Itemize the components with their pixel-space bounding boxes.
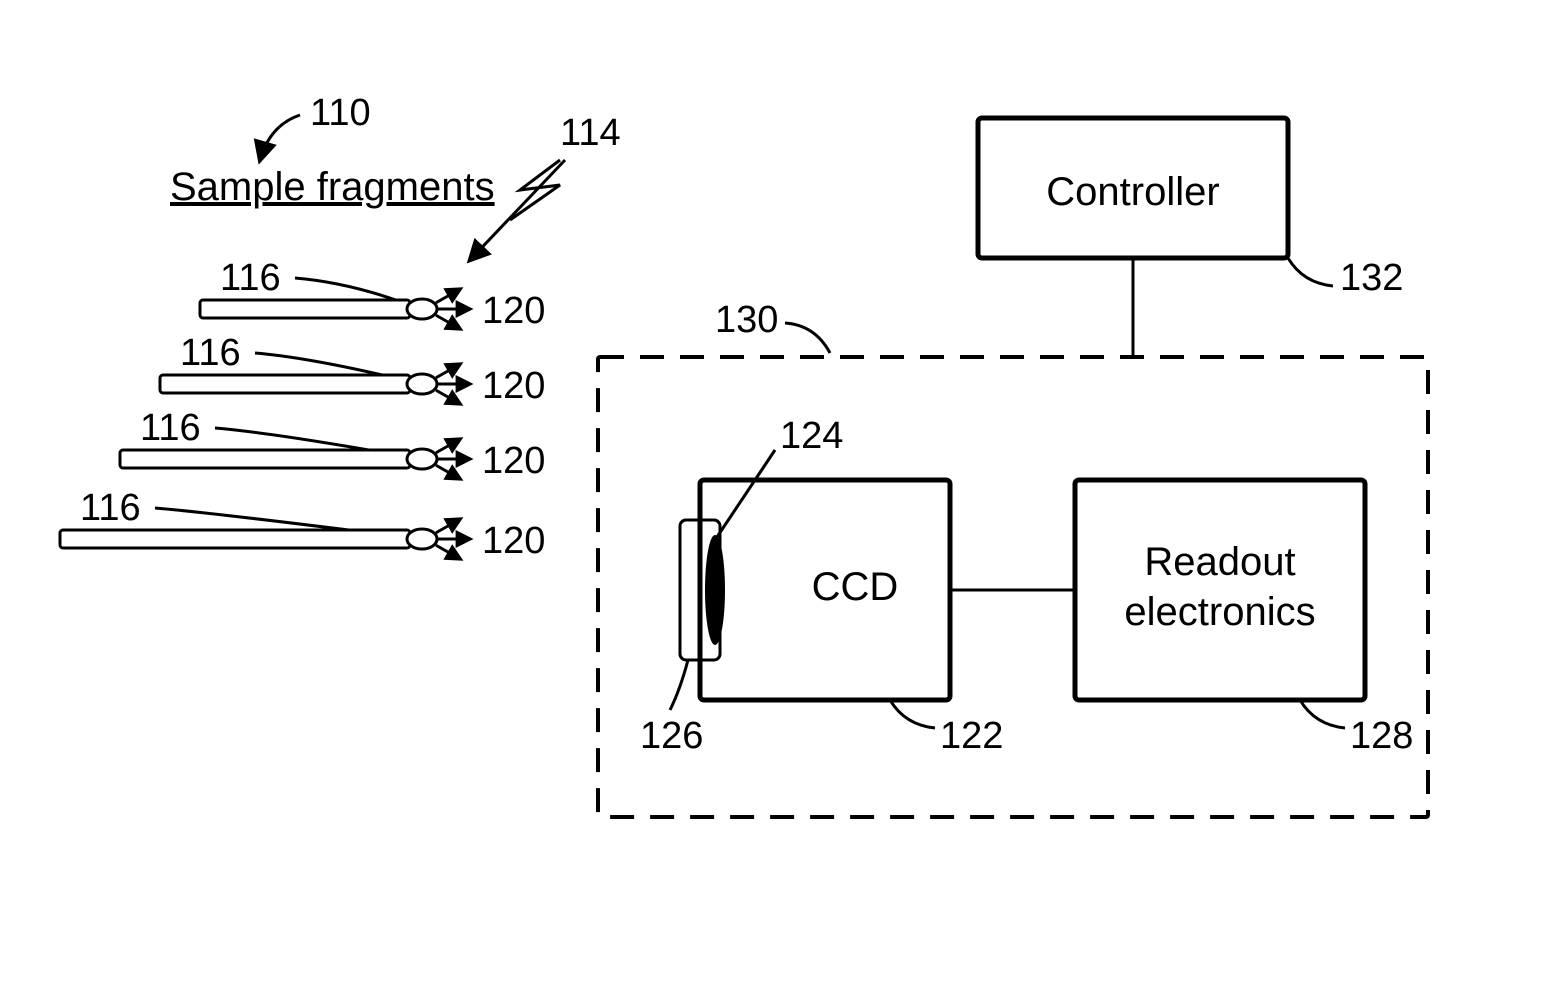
emission-arrow (436, 289, 460, 303)
fragment-row: 116 120 (160, 332, 545, 407)
fragment-bar (60, 530, 410, 548)
emission-ref: 120 (482, 440, 545, 482)
fragment-bar (200, 300, 410, 318)
emission-ref: 120 (482, 520, 545, 562)
ccd-block: CCD 122 (700, 480, 1003, 757)
fragment-ref: 116 (80, 487, 141, 529)
controller-ref: 132 (1340, 257, 1403, 299)
ccd-window-ref: 126 (640, 715, 703, 757)
title-ref: 110 (310, 92, 371, 134)
excitation-ref: 114 (560, 112, 621, 154)
ccd-ref: 122 (940, 715, 1003, 757)
fragment-tag (407, 299, 437, 319)
controller-label: Controller (1046, 170, 1219, 214)
emission-ref: 120 (482, 290, 545, 332)
fragment-row: 116 120 (120, 407, 545, 482)
fragment-bar (120, 450, 410, 468)
emission-arrow (436, 545, 460, 559)
fragment-ref: 116 (180, 332, 241, 374)
emission-arrow (436, 390, 460, 404)
title-text: Sample fragments (170, 165, 495, 209)
detector-group: 130 CCD 122 126 124 Readout electro (598, 299, 1428, 817)
ccd-sensor-ref: 124 (780, 415, 843, 457)
emission-arrow (436, 439, 460, 453)
readout-block: Readout electronics 128 (1075, 480, 1413, 757)
emission-arrow (436, 519, 460, 533)
controller-block: Controller 132 (978, 118, 1403, 357)
readout-label-2: electronics (1124, 590, 1315, 634)
fragment-row: 116 120 (60, 487, 545, 562)
emission-ref: 120 (482, 365, 545, 407)
fragment-row: 116 120 (200, 257, 545, 332)
fragment-tag (407, 449, 437, 469)
ccd-label: CCD (812, 565, 899, 609)
fragments: 116 120 116 120 116 120 116 120 (60, 257, 545, 562)
fragment-tag (407, 529, 437, 549)
title-block: Sample fragments 110 (170, 92, 495, 209)
readout-label-1: Readout (1144, 540, 1295, 584)
fragment-ref: 116 (140, 407, 201, 449)
emission-arrow (436, 465, 460, 479)
fragment-bar (160, 375, 410, 393)
readout-ref: 128 (1350, 715, 1413, 757)
detector-group-ref: 130 (715, 299, 778, 341)
emission-arrow (436, 315, 460, 329)
diagram-canvas: Controller 132 130 CCD 122 126 (0, 0, 1552, 985)
fragment-ref: 116 (220, 257, 281, 299)
emission-arrow (436, 364, 460, 378)
fragment-tag (407, 374, 437, 394)
ccd-sensor: 124 (705, 415, 843, 645)
